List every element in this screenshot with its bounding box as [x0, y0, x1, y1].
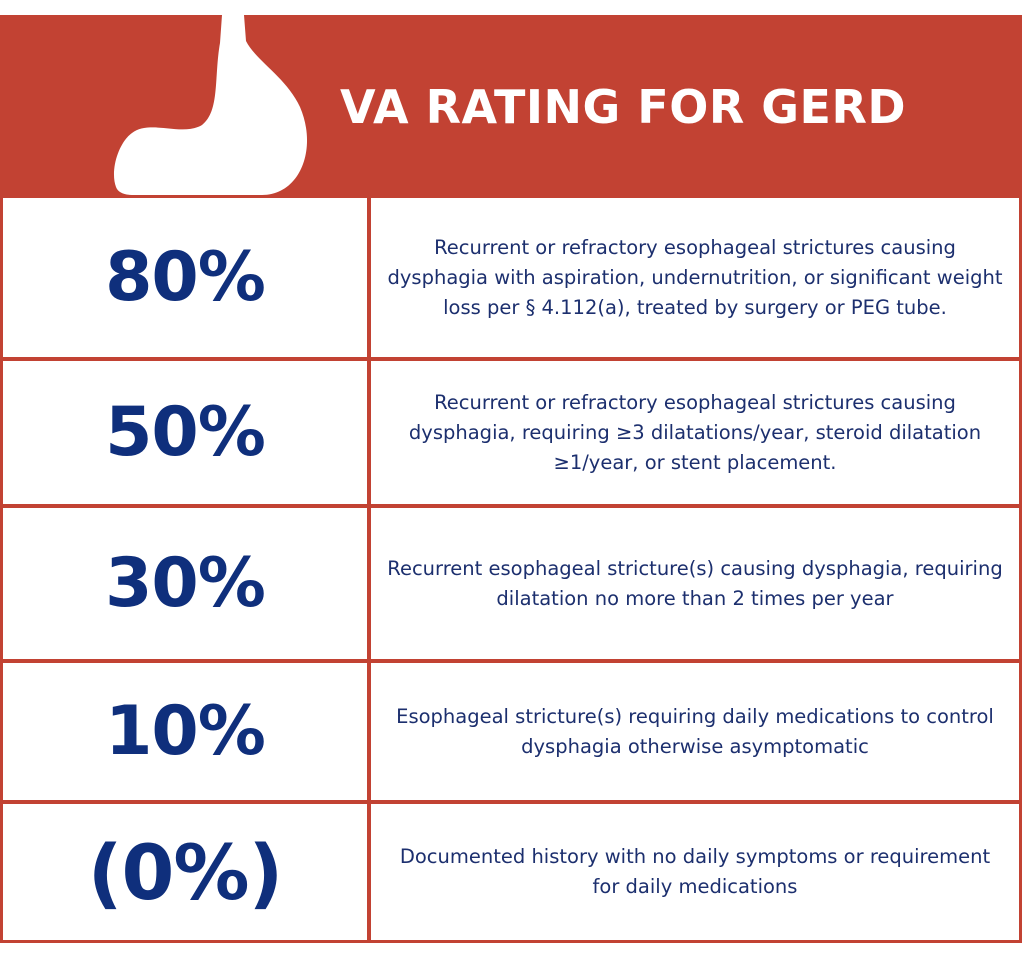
- rating-value: 30%: [3, 508, 367, 659]
- rating-row-30: 30% Recurrent esophageal stricture(s) ca…: [3, 508, 1019, 659]
- rating-value: (0%): [3, 804, 367, 940]
- rating-row-50: 50% Recurrent or refractory esophageal s…: [3, 361, 1019, 504]
- rating-value: 50%: [3, 361, 367, 504]
- rating-description: Esophageal stricture(s) requiring daily …: [371, 663, 1019, 800]
- rating-row-0: (0%) Documented history with no daily sy…: [3, 804, 1019, 940]
- rating-description: Documented history with no daily symptom…: [371, 804, 1019, 940]
- rating-description: Recurrent or refractory esophageal stric…: [371, 361, 1019, 504]
- rating-description: Recurrent or refractory esophageal stric…: [371, 198, 1019, 357]
- rating-value: 10%: [3, 663, 367, 800]
- rating-row-80: 80% Recurrent or refractory esophageal s…: [3, 198, 1019, 357]
- rating-description: Recurrent esophageal stricture(s) causin…: [371, 508, 1019, 659]
- rating-row-10: 10% Esophageal stricture(s) requiring da…: [3, 663, 1019, 800]
- header-banner: VA RATING FOR GERD: [0, 15, 1022, 195]
- stomach-icon: [113, 15, 308, 195]
- rating-card: VA RATING FOR GERD 80% Recurrent or refr…: [0, 15, 1022, 943]
- rating-value: 80%: [3, 198, 367, 357]
- page-title: VA RATING FOR GERD: [340, 80, 907, 134]
